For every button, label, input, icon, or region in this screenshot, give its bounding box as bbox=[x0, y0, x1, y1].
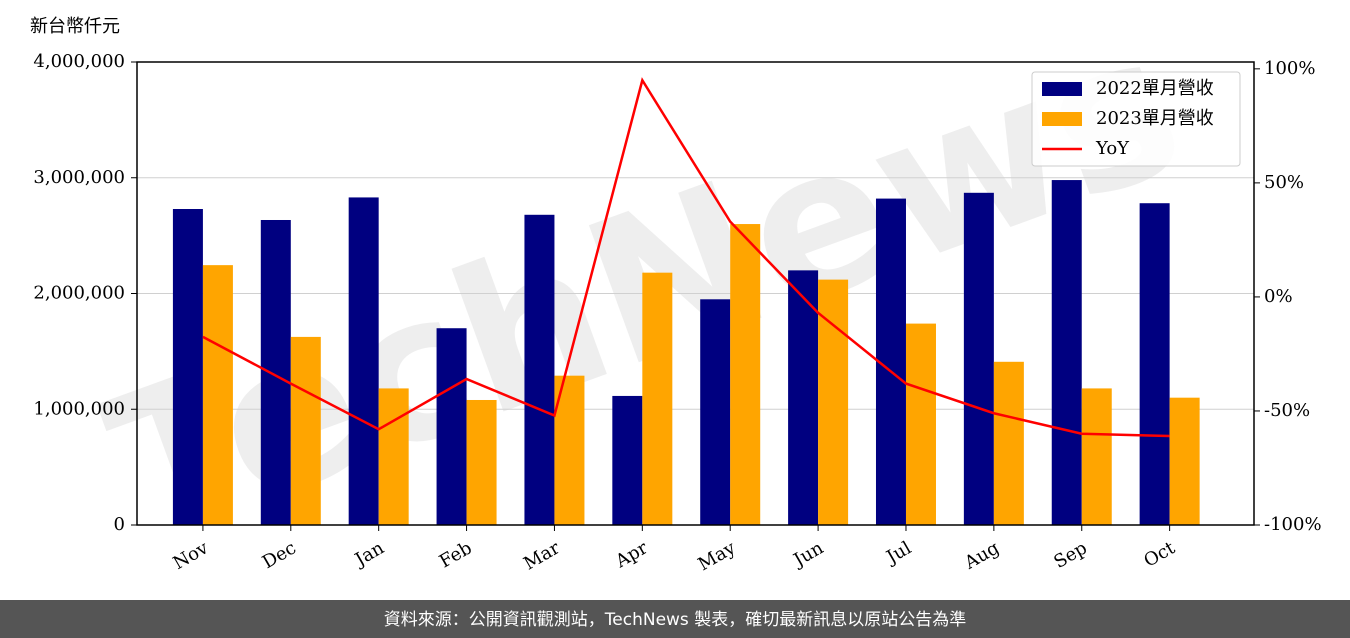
bar bbox=[818, 279, 849, 525]
x-tick-label: Jan bbox=[350, 537, 388, 571]
legend-swatch bbox=[1042, 82, 1082, 96]
bar bbox=[993, 361, 1024, 525]
y2-tick-label: 50% bbox=[1264, 172, 1304, 193]
bar bbox=[348, 197, 379, 526]
x-tick-label: Sep bbox=[1050, 537, 1090, 572]
bar bbox=[730, 224, 761, 526]
bar bbox=[436, 328, 467, 525]
bar bbox=[290, 336, 321, 525]
y-tick-label: 2,000,000 bbox=[33, 283, 125, 304]
x-tick-label: Aug bbox=[960, 537, 1003, 574]
bar bbox=[612, 395, 643, 525]
bar bbox=[963, 192, 994, 526]
bar bbox=[260, 219, 291, 525]
y2-tick-label: -50% bbox=[1264, 400, 1310, 421]
legend-label: 2023單月營收 bbox=[1096, 108, 1214, 129]
y-tick-label: 4,000,000 bbox=[33, 51, 125, 72]
y-axis-label: 新台幣仟元 bbox=[30, 16, 120, 37]
x-tick-label: Feb bbox=[436, 537, 476, 572]
line bbox=[202, 77, 1170, 438]
x-tick-label: Mar bbox=[520, 537, 564, 574]
legend-label: YoY bbox=[1095, 138, 1130, 159]
bar bbox=[642, 272, 673, 525]
source-note: 資料來源：公開資訊觀測站，TechNews 製表，確切最新訊息以原站公告為準 bbox=[384, 610, 966, 630]
plot-frame bbox=[136, 61, 1255, 526]
bar bbox=[378, 388, 409, 525]
bar bbox=[524, 214, 555, 526]
x-tick-label: May bbox=[695, 537, 740, 575]
legend-box bbox=[1031, 71, 1241, 167]
footer-band bbox=[0, 600, 1350, 638]
x-tick-label: Jun bbox=[789, 537, 828, 572]
bar bbox=[875, 198, 906, 525]
y2-tick-label: 100% bbox=[1264, 58, 1315, 79]
bar bbox=[1169, 397, 1200, 525]
legend-label: 2022單月營收 bbox=[1096, 78, 1214, 99]
bar bbox=[202, 265, 233, 525]
bar bbox=[1081, 388, 1112, 525]
x-tick-label: Oct bbox=[1140, 537, 1179, 572]
bar bbox=[172, 209, 203, 525]
bar bbox=[466, 399, 497, 525]
x-tick-label: Jul bbox=[881, 537, 915, 569]
bar bbox=[1051, 180, 1082, 525]
y-tick-label: 3,000,000 bbox=[33, 167, 125, 188]
x-tick-label: Apr bbox=[611, 537, 651, 572]
y-tick-label: 1,000,000 bbox=[33, 398, 125, 419]
legend-swatch bbox=[1042, 112, 1082, 126]
y2-tick-label: 0% bbox=[1264, 286, 1293, 307]
bar bbox=[905, 323, 936, 525]
bar bbox=[700, 299, 731, 525]
y-tick-label: 0 bbox=[114, 514, 125, 535]
y2-tick-label: -100% bbox=[1264, 514, 1322, 535]
bar bbox=[788, 270, 819, 525]
bar bbox=[1139, 203, 1170, 525]
